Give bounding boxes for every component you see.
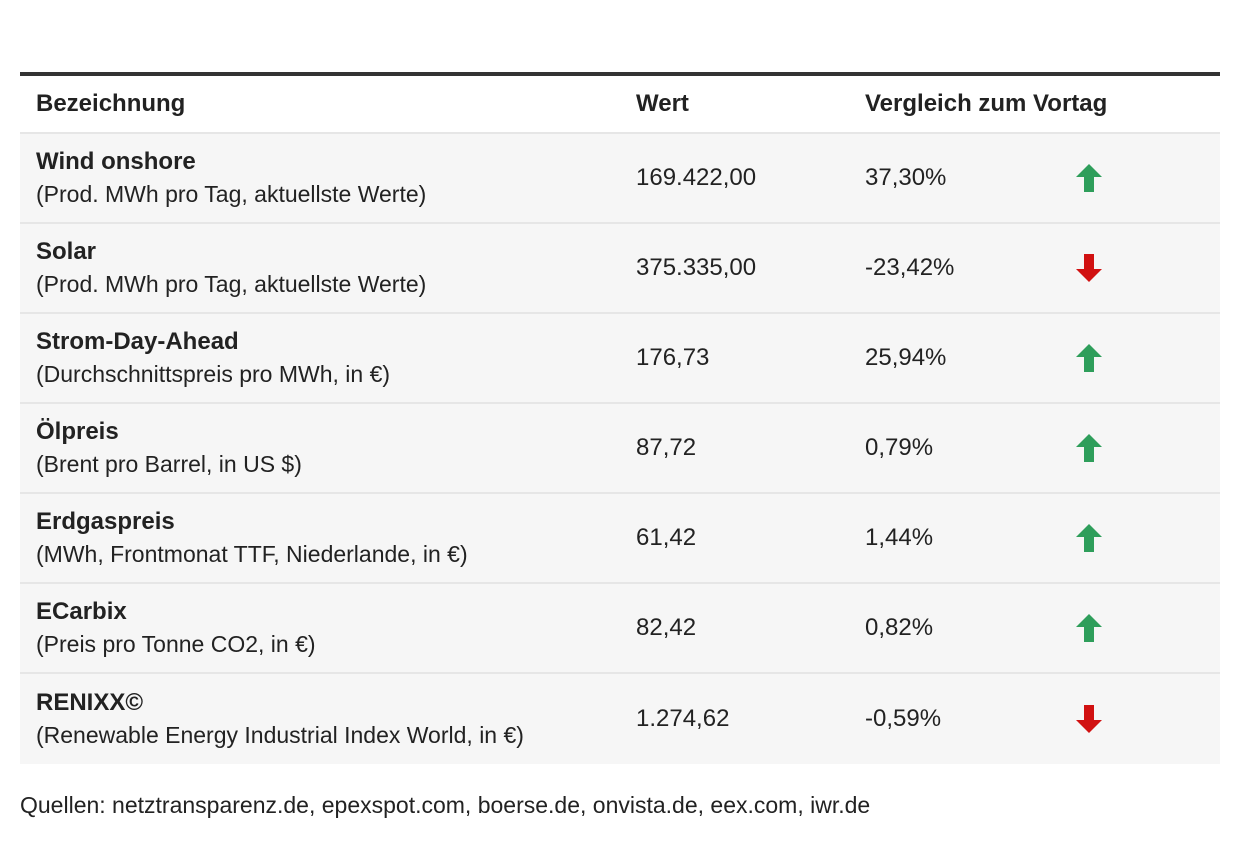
row-title: Solar [36,238,97,265]
trend-arrow-cell [1060,343,1140,373]
row-subtitle: (Brent pro Barrel, in US $) [36,451,302,477]
table-row: Strom-Day-Ahead (Durchschnittspreis pro … [20,314,1220,404]
row-subtitle: (Prod. MWh pro Tag, aktuellste Werte) [36,181,427,207]
trend-arrow-cell [1060,704,1140,734]
table-row: Solar (Prod. MWh pro Tag, aktuellste Wer… [20,224,1220,314]
row-value: 176,73 [636,344,710,371]
arrow-up-icon [1076,164,1102,192]
row-change: -23,42% [865,254,955,281]
row-title: Strom-Day-Ahead [36,328,239,355]
row-change: 0,82% [865,614,934,641]
arrow-up-icon [1076,434,1102,462]
row-subtitle: (Renewable Energy Industrial Index World… [36,722,524,748]
row-title: Wind onshore [36,148,196,175]
data-table: Bezeichnung Wert Vergleich zum Vortag Wi… [20,72,1220,764]
column-header-name: Bezeichnung [36,90,186,117]
row-value: 1.274,62 [636,705,730,732]
trend-arrow-cell [1060,163,1140,193]
row-subtitle: (Durchschnittspreis pro MWh, in €) [36,361,391,387]
row-subtitle: (Prod. MWh pro Tag, aktuellste Werte) [36,271,427,297]
row-title: ECarbix [36,598,127,625]
row-title: Erdgaspreis [36,508,175,535]
row-name-cell: RENIXX© (Renewable Energy Industrial Ind… [20,686,636,752]
table-row: Ölpreis (Brent pro Barrel, in US $) 87,7… [20,404,1220,494]
row-value: 61,42 [636,524,697,551]
table-row: ECarbix (Preis pro Tonne CO2, in €) 82,4… [20,584,1220,674]
table-top-rule [20,72,1220,76]
row-title: RENIXX© [36,689,144,716]
arrow-up-icon [1076,344,1102,372]
arrow-down-icon [1076,705,1102,733]
row-name-cell: Ölpreis (Brent pro Barrel, in US $) [20,415,636,481]
row-name-cell: ECarbix (Preis pro Tonne CO2, in €) [20,595,636,661]
arrow-down-icon [1076,254,1102,282]
row-value: 375.335,00 [636,254,757,281]
column-header-change: Vergleich zum Vortag [865,90,1108,117]
column-header-value: Wert [636,90,689,117]
row-value: 87,72 [636,434,697,461]
row-value: 82,42 [636,614,697,641]
row-change: -0,59% [865,705,942,732]
table-row: Erdgaspreis (MWh, Frontmonat TTF, Nieder… [20,494,1220,584]
arrow-up-icon [1076,524,1102,552]
row-change: 25,94% [865,344,947,371]
row-name-cell: Wind onshore (Prod. MWh pro Tag, aktuell… [20,145,636,211]
table-row: RENIXX© (Renewable Energy Industrial Ind… [20,674,1220,764]
row-name-cell: Strom-Day-Ahead (Durchschnittspreis pro … [20,325,636,391]
row-change: 37,30% [865,164,947,191]
trend-arrow-cell [1060,433,1140,463]
arrow-up-icon [1076,614,1102,642]
row-title: Ölpreis [36,418,119,445]
row-subtitle: (Preis pro Tonne CO2, in €) [36,631,316,657]
table-header-row: Bezeichnung Wert Vergleich zum Vortag [20,76,1220,134]
row-value: 169.422,00 [636,164,757,191]
trend-arrow-cell [1060,613,1140,643]
row-name-cell: Solar (Prod. MWh pro Tag, aktuellste Wer… [20,235,636,301]
source-note: Quellen: netztransparenz.de, epexspot.co… [20,792,871,818]
row-change: 0,79% [865,434,934,461]
table-row: Wind onshore (Prod. MWh pro Tag, aktuell… [20,134,1220,224]
row-name-cell: Erdgaspreis (MWh, Frontmonat TTF, Nieder… [20,505,636,571]
trend-arrow-cell [1060,523,1140,553]
row-change: 1,44% [865,524,934,551]
row-subtitle: (MWh, Frontmonat TTF, Niederlande, in €) [36,541,468,567]
trend-arrow-cell [1060,253,1140,283]
